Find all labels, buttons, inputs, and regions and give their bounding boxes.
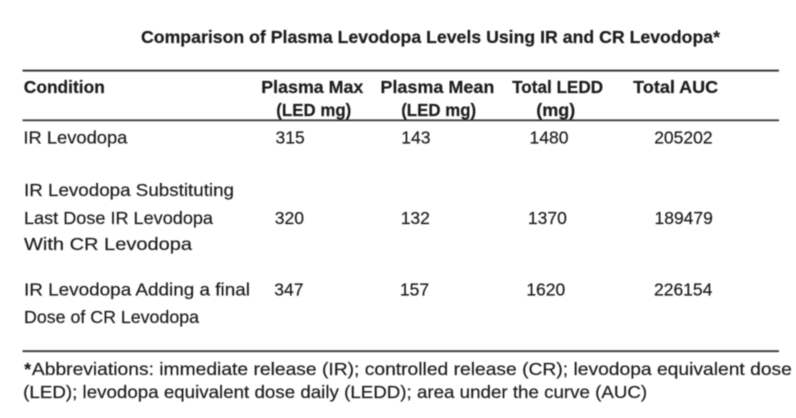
svg-text:(LED); levodopa equivalent dos: (LED); levodopa equivalent dose daily (L… (23, 382, 647, 402)
svg-text:Total AUC: Total AUC (633, 77, 718, 97)
svg-text:205202: 205202 (654, 127, 712, 147)
svg-text:315: 315 (275, 127, 304, 147)
svg-text:Plasma Max: Plasma Max (261, 77, 363, 97)
svg-text:IR Levodopa: IR Levodopa (23, 127, 127, 147)
svg-text:IR Levodopa Adding a final: IR Levodopa Adding a final (24, 279, 250, 299)
svg-text:Total LEDD: Total LEDD (512, 77, 603, 97)
svg-text:(mg): (mg) (536, 100, 575, 120)
svg-text:1620: 1620 (526, 279, 565, 299)
svg-text:1370: 1370 (528, 208, 567, 228)
svg-text:(LED mg): (LED mg) (401, 100, 476, 120)
svg-text:IR Levodopa Substituting: IR Levodopa Substituting (24, 180, 234, 200)
svg-text:Plasma Mean: Plasma Mean (380, 77, 494, 97)
svg-text:*: * (24, 359, 31, 379)
svg-text:Last Dose IR Levodopa: Last Dose IR Levodopa (24, 208, 213, 228)
svg-text:347: 347 (274, 279, 303, 299)
svg-text:132: 132 (401, 208, 430, 228)
svg-text:189479: 189479 (654, 208, 712, 228)
svg-text:Dose of CR Levodopa: Dose of CR Levodopa (24, 307, 199, 327)
svg-text:1480: 1480 (530, 127, 569, 147)
svg-text:157: 157 (400, 279, 429, 299)
svg-text:Comparison of Plasma Levodopa: Comparison of Plasma Levodopa Levels Usi… (141, 27, 720, 47)
svg-text:With CR Levodopa: With CR Levodopa (24, 234, 192, 254)
svg-text:143: 143 (401, 127, 430, 147)
svg-text:Abbreviations: immediate relea: Abbreviations: immediate release (IR); c… (32, 359, 792, 379)
svg-text:Condition: Condition (24, 77, 105, 97)
svg-text:320: 320 (275, 208, 304, 228)
svg-text:(LED mg): (LED mg) (276, 100, 351, 120)
svg-text:226154: 226154 (654, 279, 713, 299)
